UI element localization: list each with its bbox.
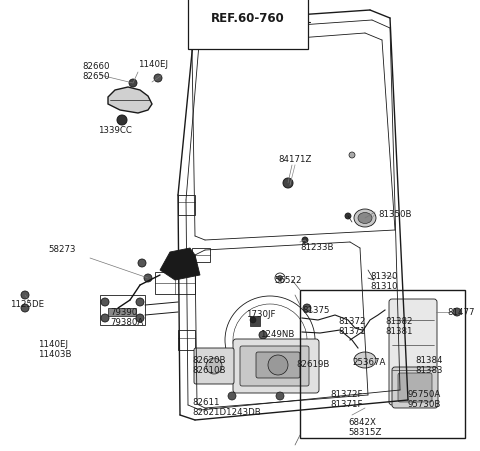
Text: 81384
81383: 81384 81383 <box>415 356 443 375</box>
Text: REF.60-760: REF.60-760 <box>211 12 285 25</box>
Text: 79390
79380A: 79390 79380A <box>110 308 143 327</box>
Text: 81372F
81371F: 81372F 81371F <box>330 390 362 410</box>
Circle shape <box>283 178 293 188</box>
Ellipse shape <box>354 352 376 368</box>
Circle shape <box>21 304 29 312</box>
Text: 6842X
58315Z: 6842X 58315Z <box>348 418 382 437</box>
Text: 82611
82621D1243DB: 82611 82621D1243DB <box>192 398 261 417</box>
Text: 56522: 56522 <box>274 276 301 285</box>
Text: 82619B: 82619B <box>296 360 329 369</box>
Circle shape <box>276 392 284 400</box>
Circle shape <box>345 213 351 219</box>
Ellipse shape <box>358 212 372 224</box>
Text: 1125DE: 1125DE <box>10 300 44 309</box>
Circle shape <box>101 298 109 306</box>
Circle shape <box>101 314 109 322</box>
Circle shape <box>21 291 29 299</box>
FancyBboxPatch shape <box>392 367 438 408</box>
Bar <box>300 290 465 438</box>
Circle shape <box>117 115 127 125</box>
Circle shape <box>259 331 267 339</box>
Text: 81375: 81375 <box>302 306 329 315</box>
Text: 84171Z: 84171Z <box>278 155 312 164</box>
Text: 58273: 58273 <box>48 245 75 254</box>
Circle shape <box>268 355 288 375</box>
Text: 81477: 81477 <box>447 308 475 317</box>
Text: 25367A: 25367A <box>352 358 385 367</box>
Circle shape <box>228 392 236 400</box>
Text: 81372
81371: 81372 81371 <box>338 317 365 336</box>
Text: 81382
81381: 81382 81381 <box>385 317 412 336</box>
FancyBboxPatch shape <box>398 373 432 402</box>
FancyBboxPatch shape <box>240 346 309 386</box>
Bar <box>155 272 195 294</box>
Circle shape <box>349 152 355 158</box>
Text: 81233B: 81233B <box>300 243 334 252</box>
Text: 1140EJ: 1140EJ <box>138 60 168 69</box>
Text: 1339CC: 1339CC <box>98 126 132 135</box>
Circle shape <box>206 358 222 374</box>
Text: 81350B: 81350B <box>378 210 411 219</box>
FancyBboxPatch shape <box>389 299 437 405</box>
Circle shape <box>302 237 308 243</box>
Text: 1140EJ
11403B: 1140EJ 11403B <box>38 340 72 359</box>
FancyBboxPatch shape <box>233 339 319 393</box>
Circle shape <box>277 276 283 281</box>
Bar <box>108 308 136 316</box>
Circle shape <box>129 79 137 87</box>
Bar <box>100 295 145 325</box>
Ellipse shape <box>354 209 376 227</box>
Bar <box>192 248 210 262</box>
Text: 1730JF: 1730JF <box>246 310 276 319</box>
Text: 82620B
82610B: 82620B 82610B <box>192 356 226 375</box>
Circle shape <box>250 317 256 323</box>
Circle shape <box>144 274 152 282</box>
Circle shape <box>136 314 144 322</box>
Bar <box>250 316 260 326</box>
Polygon shape <box>108 87 152 113</box>
Circle shape <box>138 259 146 267</box>
Text: 82660
82650: 82660 82650 <box>82 62 109 81</box>
Circle shape <box>303 304 311 312</box>
Circle shape <box>154 74 162 82</box>
Text: 1249NB: 1249NB <box>260 330 294 339</box>
Text: 81320
81310: 81320 81310 <box>370 272 397 291</box>
Circle shape <box>136 298 144 306</box>
Circle shape <box>453 308 461 316</box>
Text: 95750A
95730B: 95750A 95730B <box>408 390 442 410</box>
FancyBboxPatch shape <box>194 348 234 384</box>
Polygon shape <box>160 248 200 280</box>
FancyBboxPatch shape <box>256 352 300 378</box>
